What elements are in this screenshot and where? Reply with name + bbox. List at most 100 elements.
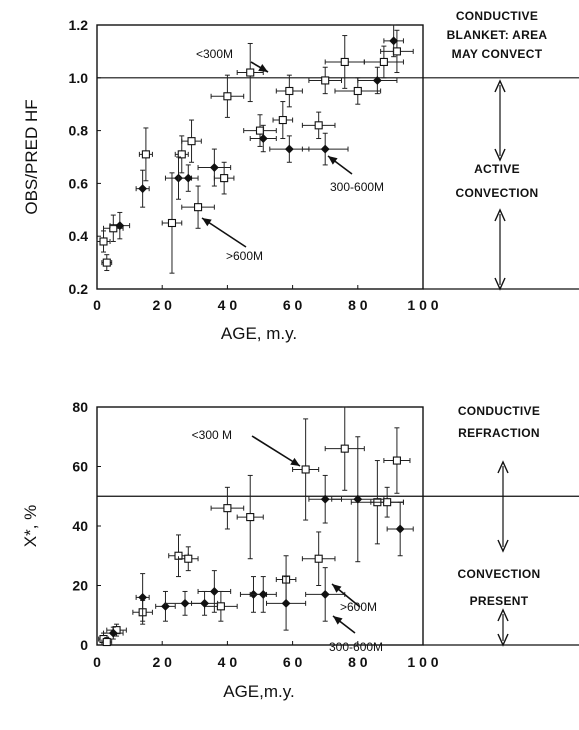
data-point bbox=[210, 486, 245, 530]
annotation-arrow bbox=[251, 435, 301, 467]
data-point bbox=[292, 418, 320, 521]
y-tick-label: 80 bbox=[72, 399, 88, 415]
range-arrow-head bbox=[494, 208, 506, 222]
filled-diamond-marker bbox=[389, 36, 399, 46]
x-tick-label: 1 0 0 bbox=[407, 654, 438, 670]
data-point bbox=[236, 474, 264, 560]
data-point bbox=[103, 626, 124, 640]
data-point bbox=[155, 590, 176, 622]
filled-diamond-marker bbox=[180, 598, 190, 608]
annotation-label: >600M bbox=[226, 249, 263, 263]
open-square-marker bbox=[246, 68, 255, 77]
zone-label: ACTIVE bbox=[474, 162, 520, 176]
annotation-arrowhead bbox=[202, 218, 212, 227]
filled-diamond-marker bbox=[320, 590, 330, 599]
zone-label: PRESENT bbox=[470, 594, 529, 608]
data-point bbox=[305, 567, 346, 622]
filled-diamond-marker bbox=[258, 590, 268, 599]
data-point bbox=[331, 436, 385, 563]
zone-label: BLANKET: AREA bbox=[447, 28, 548, 42]
open-square-marker bbox=[102, 637, 111, 647]
zone-label: CONVECTION bbox=[455, 186, 538, 200]
data-point bbox=[249, 124, 277, 153]
filled-diamond-marker bbox=[353, 494, 363, 504]
x-tick-label: 6 0 bbox=[283, 654, 303, 670]
x-tick-label: 8 0 bbox=[348, 297, 368, 313]
range-arrow-head bbox=[494, 79, 506, 93]
open-square-marker bbox=[392, 47, 401, 56]
open-square-marker bbox=[184, 554, 193, 563]
annotation-arrowhead bbox=[290, 457, 300, 466]
open-square-marker bbox=[285, 86, 294, 96]
annotation-label: >600M bbox=[340, 600, 377, 614]
filled-diamond-marker bbox=[138, 592, 148, 602]
data-point bbox=[96, 230, 111, 253]
range-arrow-head bbox=[494, 148, 506, 162]
filled-diamond-marker bbox=[115, 221, 125, 231]
open-square-marker bbox=[177, 150, 186, 159]
open-square-marker bbox=[167, 218, 177, 228]
x-tick-label: 8 0 bbox=[348, 654, 368, 670]
x-tick-label: 4 0 bbox=[218, 654, 238, 670]
open-square-marker bbox=[187, 137, 196, 146]
open-square-marker bbox=[340, 444, 349, 453]
annotation-arrowhead bbox=[258, 63, 268, 72]
filled-diamond-marker bbox=[320, 144, 330, 154]
x-star-panel: 0 2 0 4 0 6 0 8 0 1 0 0 0 20 40 60 80 AGE,m.y. X*, %… bbox=[21, 399, 579, 701]
data-point bbox=[161, 172, 183, 274]
open-square-marker bbox=[141, 150, 150, 159]
annotation-label: 300-600M bbox=[329, 640, 383, 654]
data-point bbox=[178, 546, 199, 572]
open-square-marker bbox=[314, 121, 323, 130]
x-tick-label: 2 0 bbox=[152, 297, 172, 313]
filled-diamond-marker bbox=[200, 598, 210, 608]
x-tick-label: 0 bbox=[93, 297, 101, 313]
x-tick-label: 0 bbox=[93, 654, 101, 670]
open-square-marker bbox=[109, 224, 118, 233]
filled-diamond-marker bbox=[209, 587, 219, 596]
range-arrow-head bbox=[497, 539, 509, 553]
open-square-marker bbox=[194, 203, 203, 212]
data-point bbox=[308, 66, 342, 95]
data-point bbox=[204, 590, 238, 622]
range-arrow-head bbox=[494, 277, 506, 291]
data-point bbox=[357, 66, 398, 95]
data-point bbox=[275, 74, 303, 108]
open-square-marker bbox=[255, 126, 265, 135]
zone-label: CONDUCTIVE bbox=[456, 9, 538, 23]
filled-diamond-marker bbox=[372, 76, 382, 85]
y-tick-label: 1.2 bbox=[69, 17, 89, 33]
zone-label: CONDUCTIVE bbox=[458, 404, 540, 418]
filled-diamond-marker bbox=[183, 173, 193, 183]
range-arrow-head bbox=[497, 460, 509, 474]
data-point bbox=[181, 185, 215, 229]
annotation-arrowhead bbox=[333, 616, 343, 625]
open-square-marker bbox=[99, 237, 108, 246]
data-point bbox=[164, 590, 206, 616]
y-tick-label: 0.8 bbox=[69, 123, 89, 139]
data-point bbox=[135, 573, 150, 622]
open-square-marker bbox=[340, 57, 349, 67]
open-square-marker bbox=[223, 504, 232, 513]
y-tick-label: 20 bbox=[72, 578, 88, 594]
open-square-marker bbox=[278, 115, 287, 125]
x-tick-label: 4 0 bbox=[218, 297, 238, 313]
data-point bbox=[109, 211, 131, 240]
data-point bbox=[386, 501, 414, 557]
open-square-marker bbox=[314, 554, 323, 563]
filled-diamond-marker bbox=[281, 598, 291, 608]
data-point bbox=[138, 127, 153, 182]
filled-diamond-marker bbox=[284, 144, 294, 154]
plot-frame bbox=[96, 24, 424, 290]
data-point bbox=[249, 576, 277, 613]
open-square-marker bbox=[383, 498, 392, 507]
x-tick-label: 2 0 bbox=[152, 654, 172, 670]
data-point bbox=[301, 531, 336, 586]
y-tick-label: 60 bbox=[72, 459, 88, 475]
open-square-marker bbox=[379, 57, 388, 67]
x-axis-title: AGE, m.y. bbox=[221, 324, 297, 343]
annotation-arrowhead bbox=[328, 156, 338, 165]
annotation-label: 300-600M bbox=[330, 180, 384, 194]
data-point bbox=[266, 576, 307, 631]
